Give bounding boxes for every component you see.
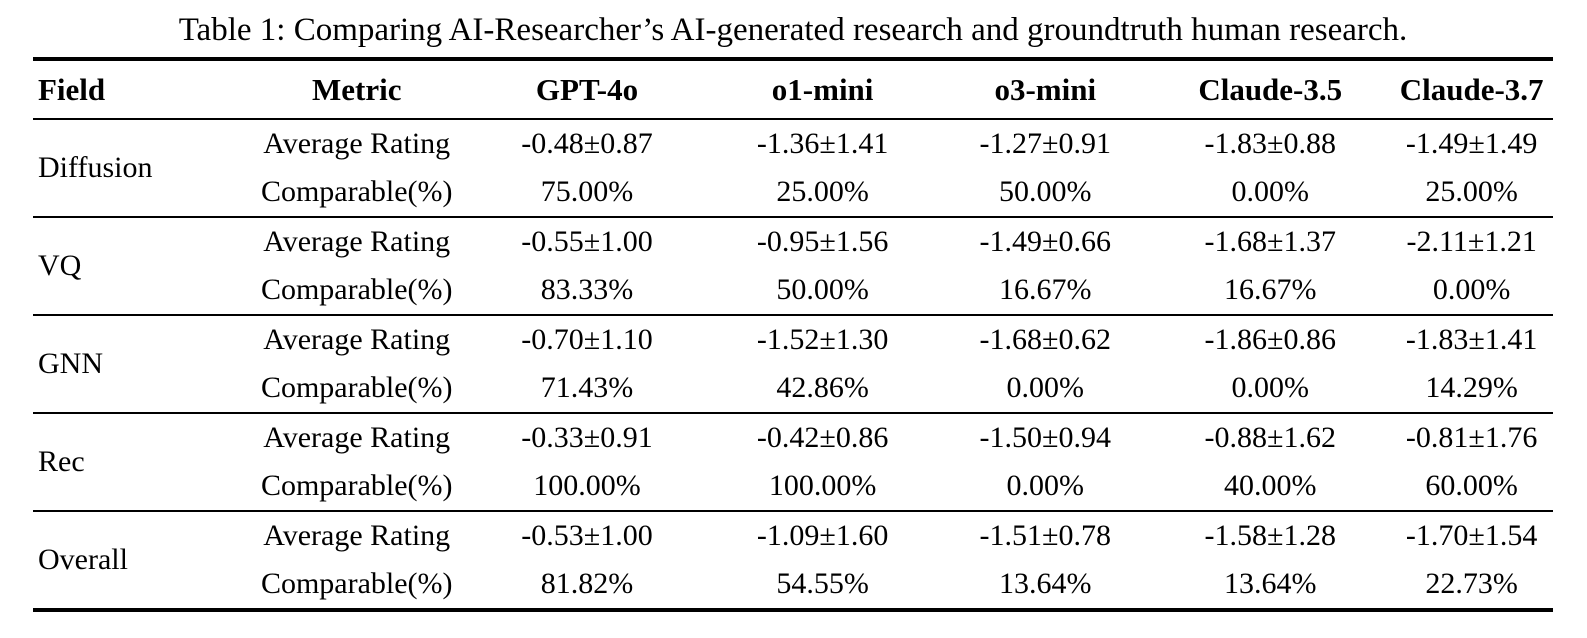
metric-label: Average Rating: [244, 510, 470, 561]
results-table: Field Metric GPT-4o o1-mini o3-mini Clau…: [33, 57, 1553, 613]
field-label-diffusion: Diffusion: [33, 118, 245, 218]
value-cell: -1.86±0.86: [1150, 314, 1391, 365]
value-cell: 50.00%: [776, 273, 869, 307]
value-cell: 54.55%: [776, 567, 869, 601]
metric-label: Comparable(%): [260, 469, 453, 503]
value-cell: 13.64%: [999, 567, 1092, 601]
metric-label: Average Rating: [244, 412, 470, 463]
column-header-field: Field: [33, 59, 245, 121]
value-cell: 16.67%: [1223, 273, 1317, 307]
value-cell: 50.00%: [999, 175, 1092, 209]
value-cell: 81.82%: [540, 567, 634, 601]
value-cell: 60.00%: [1425, 469, 1518, 503]
table-row: Comparable(%) 71.43% 42.86% 0.00% 0.00% …: [33, 364, 1553, 413]
value-cell: -1.52±1.30: [704, 314, 941, 365]
value-cell: 16.67%: [999, 273, 1092, 307]
value-cell: 22.73%: [1425, 567, 1518, 601]
value-cell: -0.53±1.00: [469, 510, 705, 561]
table-row: Comparable(%) 83.33% 50.00% 16.67% 16.67…: [33, 266, 1553, 315]
table-row: Diffusion Average Rating -0.48±0.87 -1.3…: [33, 118, 1553, 218]
value-cell: 83.33%: [540, 273, 634, 307]
metric-label: Comparable(%): [260, 175, 453, 209]
value-cell: -1.68±0.62: [940, 314, 1151, 365]
column-header-metric: Metric: [244, 59, 470, 121]
value-cell: 42.86%: [776, 371, 869, 405]
field-label-overall: Overall: [33, 510, 245, 611]
value-cell: -1.68±1.37: [1150, 216, 1391, 267]
metric-label: Average Rating: [244, 118, 470, 169]
value-cell: -0.81±1.76: [1390, 412, 1553, 463]
value-cell: 25.00%: [776, 175, 869, 209]
value-cell: -1.09±1.60: [704, 510, 941, 561]
metric-label: Average Rating: [244, 314, 470, 365]
table-row: VQ Average Rating -0.55±1.00 -0.95±1.56 …: [33, 216, 1553, 316]
value-cell: -1.58±1.28: [1150, 510, 1391, 561]
value-cell: -0.42±0.86: [704, 412, 941, 463]
value-cell: -0.48±0.87: [469, 118, 705, 169]
value-cell: -1.50±0.94: [940, 412, 1151, 463]
table-row: Overall Average Rating -0.53±1.00 -1.09±…: [33, 510, 1553, 611]
metric-label: Average Rating: [244, 216, 470, 267]
value-cell: 0.00%: [1006, 371, 1085, 405]
value-cell: -1.36±1.41: [704, 118, 941, 169]
value-cell: 40.00%: [1223, 469, 1317, 503]
value-cell: 0.00%: [1231, 175, 1309, 209]
value-cell: -1.70±1.54: [1390, 510, 1553, 561]
value-cell: 0.00%: [1432, 273, 1511, 307]
metric-label: Comparable(%): [260, 273, 453, 307]
header-row: Field Metric GPT-4o o1-mini o3-mini Clau…: [33, 59, 1553, 121]
table-row: Rec Average Rating -0.33±0.91 -0.42±0.86…: [33, 412, 1553, 512]
value-cell: 13.64%: [1223, 567, 1317, 601]
metric-label: Comparable(%): [260, 567, 453, 601]
value-cell: -2.11±1.21: [1390, 216, 1553, 267]
value-cell: -1.49±0.66: [940, 216, 1151, 267]
table-row: Comparable(%) 81.82% 54.55% 13.64% 13.64…: [33, 560, 1553, 610]
value-cell: -1.83±1.41: [1390, 314, 1553, 365]
value-cell: 0.00%: [1006, 469, 1085, 503]
column-header-claude-3-5: Claude-3.5: [1150, 59, 1391, 121]
field-label-rec: Rec: [33, 412, 245, 512]
value-cell: 100.00%: [533, 469, 641, 503]
metric-label: Comparable(%): [260, 371, 453, 405]
value-cell: -0.88±1.62: [1150, 412, 1391, 463]
value-cell: -1.49±1.49: [1390, 118, 1553, 169]
value-cell: 100.00%: [768, 469, 877, 503]
column-header-gpt4o: GPT-4o: [469, 59, 705, 121]
table-row: Comparable(%) 100.00% 100.00% 0.00% 40.0…: [33, 462, 1553, 511]
table-row: Comparable(%) 75.00% 25.00% 50.00% 0.00%…: [33, 168, 1553, 217]
value-cell: 14.29%: [1425, 371, 1518, 405]
field-label-vq: VQ: [33, 216, 245, 316]
column-header-o3-mini: o3-mini: [940, 59, 1151, 121]
value-cell: -0.55±1.00: [469, 216, 705, 267]
value-cell: 25.00%: [1425, 175, 1518, 209]
table-caption: Table 1: Comparing AI-Researcher’s AI-ge…: [178, 12, 1408, 48]
value-cell: -0.33±0.91: [469, 412, 705, 463]
value-cell: -0.70±1.10: [469, 314, 705, 365]
value-cell: 75.00%: [540, 175, 634, 209]
value-cell: 71.43%: [540, 371, 634, 405]
value-cell: -1.51±0.78: [940, 510, 1151, 561]
value-cell: -0.95±1.56: [704, 216, 941, 267]
value-cell: -1.27±0.91: [940, 118, 1151, 169]
column-header-claude-3-7: Claude-3.7: [1390, 59, 1553, 121]
value-cell: -1.83±0.88: [1150, 118, 1391, 169]
value-cell: 0.00%: [1231, 371, 1309, 405]
table-row: GNN Average Rating -0.70±1.10 -1.52±1.30…: [33, 314, 1553, 414]
column-header-o1-mini: o1-mini: [704, 59, 941, 121]
field-label-gnn: GNN: [33, 314, 245, 414]
